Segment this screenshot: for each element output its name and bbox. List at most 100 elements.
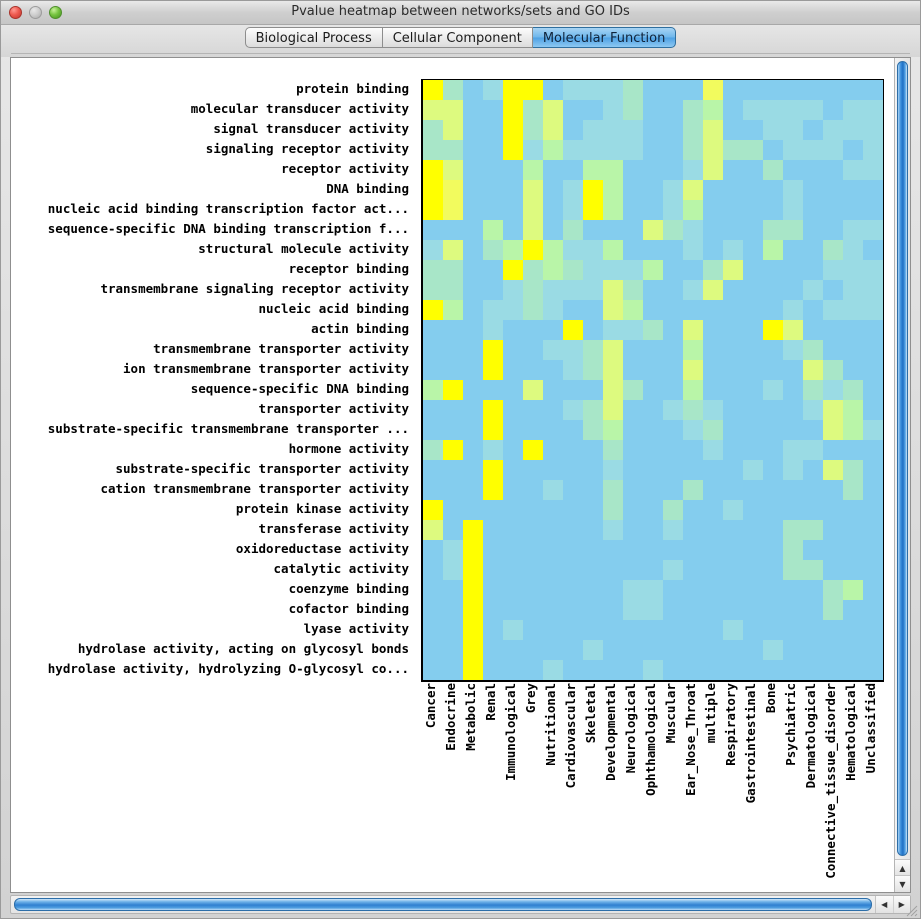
- heatmap-cell[interactable]: [683, 580, 703, 600]
- zoom-button[interactable]: [49, 6, 62, 19]
- heatmap-cell[interactable]: [863, 400, 883, 420]
- heatmap-cell[interactable]: [823, 320, 843, 340]
- heatmap-cell[interactable]: [823, 240, 843, 260]
- heatmap-cell[interactable]: [703, 640, 723, 660]
- heatmap-cell[interactable]: [523, 420, 543, 440]
- heatmap-cell[interactable]: [563, 280, 583, 300]
- heatmap-cell[interactable]: [723, 260, 743, 280]
- heatmap-cell[interactable]: [623, 120, 643, 140]
- heatmap-cell[interactable]: [623, 100, 643, 120]
- heatmap-cell[interactable]: [783, 220, 803, 240]
- heatmap-cell[interactable]: [703, 620, 723, 640]
- heatmap-cell[interactable]: [723, 440, 743, 460]
- heatmap-cell[interactable]: [623, 380, 643, 400]
- heatmap-cell[interactable]: [583, 500, 603, 520]
- heatmap-cell[interactable]: [443, 120, 463, 140]
- heatmap-cell[interactable]: [443, 460, 463, 480]
- scroll-left-arrow-icon[interactable]: ◀: [876, 896, 893, 913]
- heatmap-cell[interactable]: [543, 420, 563, 440]
- heatmap-cell[interactable]: [603, 220, 623, 240]
- heatmap-cell[interactable]: [463, 520, 483, 540]
- heatmap-cell[interactable]: [483, 220, 503, 240]
- heatmap-cell[interactable]: [543, 120, 563, 140]
- heatmap-cell[interactable]: [503, 280, 523, 300]
- heatmap-cell[interactable]: [623, 540, 643, 560]
- heatmap-cell[interactable]: [483, 600, 503, 620]
- heatmap-cell[interactable]: [663, 140, 683, 160]
- heatmap-cell[interactable]: [523, 580, 543, 600]
- heatmap-cell[interactable]: [463, 380, 483, 400]
- heatmap-cell[interactable]: [423, 540, 443, 560]
- heatmap-cell[interactable]: [763, 620, 783, 640]
- heatmap-cell[interactable]: [803, 640, 823, 660]
- heatmap-cell[interactable]: [703, 420, 723, 440]
- heatmap-cell[interactable]: [523, 260, 543, 280]
- heatmap-cell[interactable]: [743, 620, 763, 640]
- heatmap-cell[interactable]: [623, 300, 643, 320]
- heatmap-cell[interactable]: [423, 440, 443, 460]
- heatmap-cell[interactable]: [623, 620, 643, 640]
- heatmap-cell[interactable]: [723, 660, 743, 680]
- heatmap-cell[interactable]: [563, 140, 583, 160]
- heatmap-cell[interactable]: [743, 320, 763, 340]
- heatmap-cell[interactable]: [843, 200, 863, 220]
- heatmap-cell[interactable]: [623, 520, 643, 540]
- heatmap-cell[interactable]: [583, 520, 603, 540]
- heatmap-cell[interactable]: [703, 480, 723, 500]
- heatmap-cell[interactable]: [583, 560, 603, 580]
- heatmap-cell[interactable]: [583, 320, 603, 340]
- heatmap-cell[interactable]: [483, 360, 503, 380]
- heatmap-cell[interactable]: [503, 300, 523, 320]
- heatmap-cell[interactable]: [623, 340, 643, 360]
- heatmap-cell[interactable]: [683, 640, 703, 660]
- heatmap-cell[interactable]: [743, 640, 763, 660]
- heatmap-cell[interactable]: [863, 520, 883, 540]
- heatmap-cell[interactable]: [683, 320, 703, 340]
- heatmap-cell[interactable]: [563, 300, 583, 320]
- heatmap-cell[interactable]: [463, 280, 483, 300]
- heatmap-cell[interactable]: [723, 540, 743, 560]
- heatmap-cell[interactable]: [643, 260, 663, 280]
- heatmap-cell[interactable]: [523, 80, 543, 100]
- heatmap-cell[interactable]: [803, 440, 823, 460]
- heatmap-cell[interactable]: [683, 440, 703, 460]
- heatmap-cell[interactable]: [543, 520, 563, 540]
- heatmap-cell[interactable]: [743, 480, 763, 500]
- heatmap-cell[interactable]: [763, 600, 783, 620]
- heatmap-cell[interactable]: [823, 140, 843, 160]
- heatmap-cell[interactable]: [783, 260, 803, 280]
- heatmap-cell[interactable]: [523, 500, 543, 520]
- heatmap-cell[interactable]: [623, 440, 643, 460]
- heatmap-cell[interactable]: [723, 160, 743, 180]
- heatmap-cell[interactable]: [763, 180, 783, 200]
- heatmap-cell[interactable]: [863, 280, 883, 300]
- heatmap-cell[interactable]: [603, 640, 623, 660]
- heatmap-cell[interactable]: [663, 640, 683, 660]
- heatmap-cell[interactable]: [843, 340, 863, 360]
- heatmap-cell[interactable]: [483, 200, 503, 220]
- heatmap-cell[interactable]: [423, 640, 443, 660]
- heatmap-cell[interactable]: [843, 600, 863, 620]
- heatmap-cell[interactable]: [743, 360, 763, 380]
- heatmap-cell[interactable]: [423, 200, 443, 220]
- heatmap-cell[interactable]: [583, 360, 603, 380]
- vertical-scrollbar-thumb[interactable]: [897, 61, 908, 856]
- heatmap-cell[interactable]: [643, 320, 663, 340]
- heatmap-cell[interactable]: [763, 300, 783, 320]
- heatmap-cell[interactable]: [583, 640, 603, 660]
- heatmap-cell[interactable]: [783, 560, 803, 580]
- heatmap-cell[interactable]: [483, 100, 503, 120]
- heatmap-cell[interactable]: [443, 260, 463, 280]
- heatmap-cell[interactable]: [443, 660, 463, 680]
- heatmap-cell[interactable]: [583, 600, 603, 620]
- heatmap-cell[interactable]: [683, 100, 703, 120]
- heatmap-cell[interactable]: [443, 200, 463, 220]
- heatmap-cell[interactable]: [763, 500, 783, 520]
- heatmap-cell[interactable]: [483, 380, 503, 400]
- heatmap-cell[interactable]: [623, 600, 643, 620]
- heatmap-cell[interactable]: [843, 500, 863, 520]
- heatmap-cell[interactable]: [723, 480, 743, 500]
- tab-molecular-function[interactable]: Molecular Function: [532, 27, 677, 48]
- heatmap-cell[interactable]: [443, 640, 463, 660]
- heatmap-cell[interactable]: [423, 520, 443, 540]
